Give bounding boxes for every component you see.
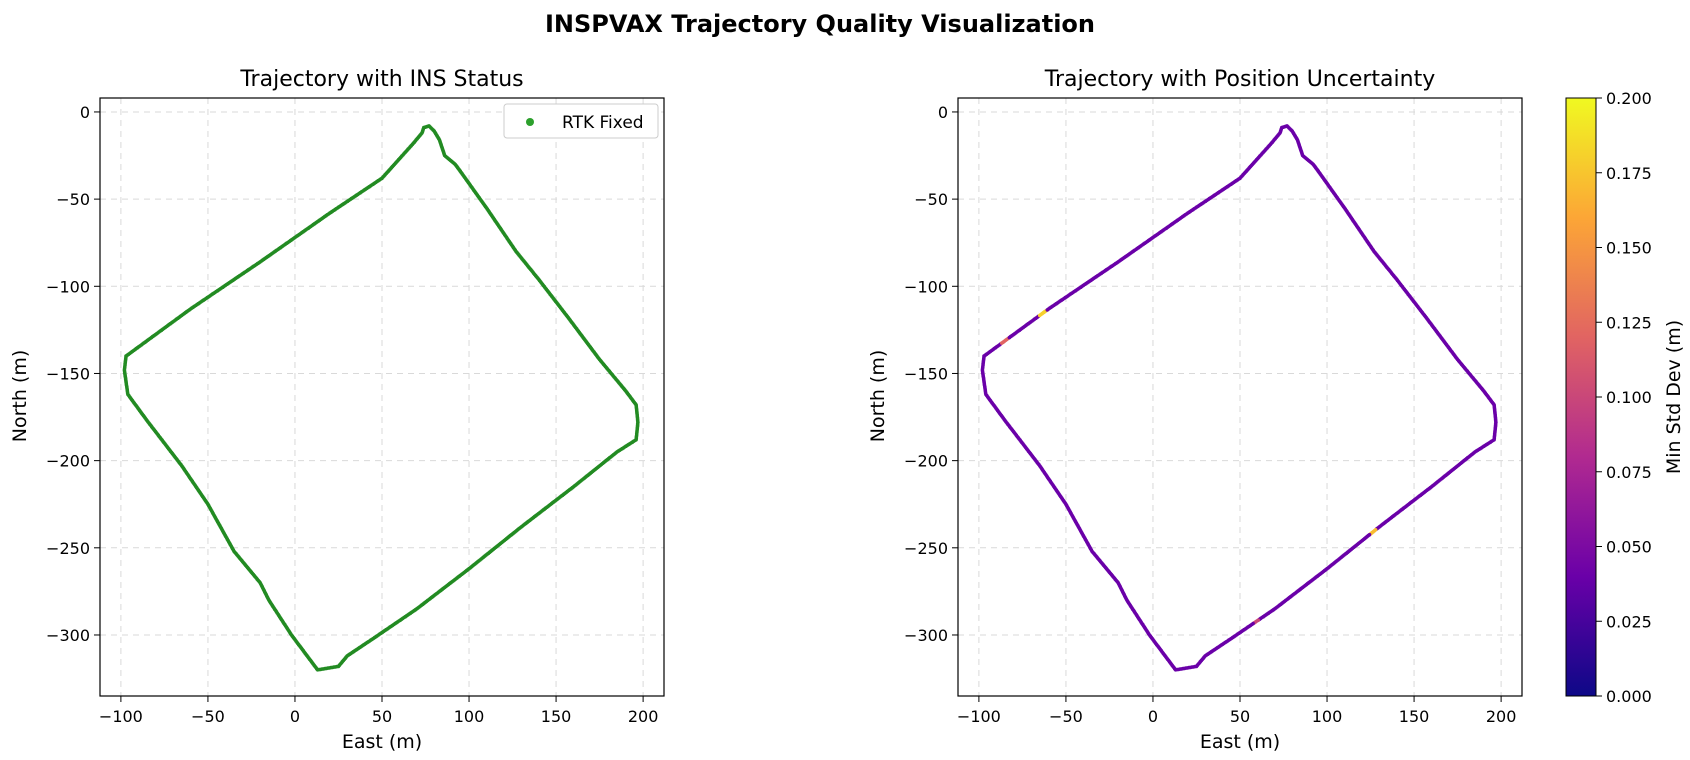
chart-uncertainty-xtick-label: −100 — [957, 707, 1001, 726]
colorbar-tick-label: 0.025 — [1606, 612, 1652, 631]
colorbar-tick-label: 0.125 — [1606, 313, 1652, 332]
colorbar-tick-label: 0.050 — [1606, 538, 1652, 557]
chart-uncertainty-xtick-label: 0 — [1148, 707, 1158, 726]
chart-status-ticks: −100 −50 0 50 100 150 200 0 −50 −100 −150 −200 −250 −… — [46, 103, 658, 726]
colorbar-ticks: 0.200 0.175 0.150 0.125 0.100 0.075 0.050 0.025… — [1596, 89, 1652, 706]
chart-uncertainty-ytick-label: −250 — [904, 539, 948, 558]
chart-status-grid — [100, 98, 664, 696]
chart-status-ytick-label: −50 — [56, 190, 90, 209]
chart-uncertainty-xtick-label: 100 — [1312, 707, 1343, 726]
colorbar-tick-label: 0.000 — [1606, 687, 1652, 706]
chart-status: Trajectory with INS Status East (m) Nort… — [9, 67, 665, 753]
chart-status-ytick-label: −200 — [46, 452, 90, 471]
chart-uncertainty-ticks: −100 −50 0 50 100 150 200 0 −50 −100 −150 −200 −250 −… — [904, 103, 1516, 726]
chart-uncertainty-xtick-label: −50 — [1049, 707, 1083, 726]
colorbar-tick-label: 0.200 — [1606, 89, 1652, 108]
chart-status-xtick-label: 150 — [541, 707, 572, 726]
chart-status-legend: RTK Fixed — [503, 103, 659, 139]
colorbar-tick-label: 0.175 — [1606, 164, 1652, 183]
chart-uncertainty-xlabel: East (m) — [1200, 731, 1280, 753]
chart-uncertainty-ylabel: North (m) — [867, 350, 889, 443]
colorbar-tick-label: 0.075 — [1606, 463, 1652, 482]
chart-uncertainty-ytick-label: −150 — [904, 364, 948, 383]
trajectory-point-uncertainty — [982, 354, 986, 358]
chart-uncertainty-axes-frame — [957, 97, 1523, 697]
chart-uncertainty-xtick-label: 200 — [1486, 707, 1517, 726]
chart-uncertainty: Trajectory with Position Uncertainty Eas… — [867, 67, 1523, 753]
chart-uncertainty-data — [980, 124, 1498, 672]
chart-status-xtick-label: 100 — [454, 707, 485, 726]
chart-status-xtick-label: 50 — [372, 707, 392, 726]
chart-status-ylabel: North (m) — [9, 350, 31, 443]
chart-status-xtick-label: 0 — [290, 707, 300, 726]
colorbar-tick-label: 0.100 — [1606, 388, 1652, 407]
legend-label-rtk-fixed: RTK Fixed — [562, 113, 644, 133]
legend-box — [503, 103, 659, 139]
chart-status-ytick-label: −250 — [46, 539, 90, 558]
colorbar-label: Min Std Dev (m) — [1663, 320, 1685, 474]
chart-uncertainty-xtick-label: 50 — [1230, 707, 1250, 726]
chart-status-data — [122, 124, 640, 672]
chart-uncertainty-ytick-label: −100 — [904, 277, 948, 296]
colorbar-tick-label: 0.150 — [1606, 239, 1652, 258]
chart-uncertainty-ytick-label: −300 — [904, 626, 948, 645]
chart-uncertainty-title: Trajectory with Position Uncertainty — [1044, 67, 1435, 92]
chart-status-axes-frame — [99, 97, 665, 697]
chart-status-ytick-label: −300 — [46, 626, 90, 645]
chart-uncertainty-ytick-label: −200 — [904, 452, 948, 471]
chart-status-title: Trajectory with INS Status — [239, 67, 523, 92]
chart-status-ytick-label: 0 — [80, 103, 90, 122]
chart-status-xtick-label: −50 — [191, 707, 225, 726]
chart-status-ytick-label: −150 — [46, 364, 90, 383]
colorbar-gradient — [1565, 97, 1597, 697]
chart-status-xlabel: East (m) — [342, 731, 422, 753]
chart-status-ytick-label: −100 — [46, 277, 90, 296]
trajectory-point-rtk-fixed — [124, 354, 128, 358]
chart-uncertainty-ytick-label: −50 — [914, 190, 948, 209]
figure-title: INSPVAX Trajectory Quality Visualization — [545, 10, 1095, 38]
chart-uncertainty-ytick-label: 0 — [938, 103, 948, 122]
chart-status-xtick-label: 200 — [628, 707, 659, 726]
chart-status-xtick-label: −100 — [99, 707, 143, 726]
legend-marker-rtk-fixed — [526, 118, 534, 126]
chart-uncertainty-grid — [958, 98, 1522, 696]
chart-uncertainty-xtick-label: 150 — [1399, 707, 1430, 726]
colorbar: 0.200 0.175 0.150 0.125 0.100 0.075 0.050 0.025… — [1565, 89, 1685, 706]
